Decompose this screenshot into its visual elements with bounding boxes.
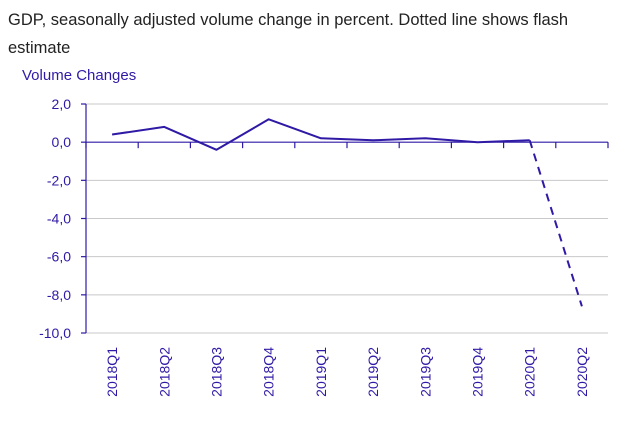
y-axis-title: Volume Changes bbox=[22, 67, 137, 84]
y-tick-label: 0,0 bbox=[52, 134, 72, 150]
x-tick-label: 2019Q3 bbox=[417, 347, 433, 397]
x-tick-label: 2019Q4 bbox=[470, 347, 486, 397]
y-tick-label: 2,0 bbox=[52, 96, 72, 112]
axes bbox=[81, 103, 609, 334]
x-tick-label: 2020Q1 bbox=[522, 347, 538, 397]
y-tick-labels: 2,0 0,0 -2,0 -4,0 -6,0 -8,0 -10,0 bbox=[39, 96, 71, 341]
y-tick-label: -8,0 bbox=[47, 287, 71, 303]
series-line bbox=[111, 118, 583, 307]
x-tick-label: 2019Q1 bbox=[313, 347, 329, 397]
chart-title: GDP, seasonally adjusted volume change i… bbox=[8, 11, 569, 57]
x-tick-labels: 2018Q1 2018Q2 2018Q3 2018Q4 2019Q1 2019Q2 2019… bbox=[104, 347, 590, 397]
x-tick-label: 2018Q2 bbox=[156, 347, 172, 397]
x-tick-label: 2020Q2 bbox=[574, 347, 590, 397]
x-tick-label: 2018Q4 bbox=[261, 347, 277, 397]
x-tick-label: 2018Q1 bbox=[104, 347, 120, 397]
grid-lines bbox=[86, 103, 608, 334]
y-tick-label: -2,0 bbox=[47, 172, 71, 188]
x-tick-label: 2018Q3 bbox=[209, 347, 225, 397]
y-tick-label: -4,0 bbox=[47, 211, 71, 227]
series-line-actual bbox=[111, 118, 530, 151]
series-line-flash-estimate bbox=[528, 139, 583, 307]
y-tick-label: -6,0 bbox=[47, 249, 71, 265]
y-tick-label: -10,0 bbox=[39, 325, 71, 341]
x-tick-label: 2019Q2 bbox=[365, 347, 381, 397]
